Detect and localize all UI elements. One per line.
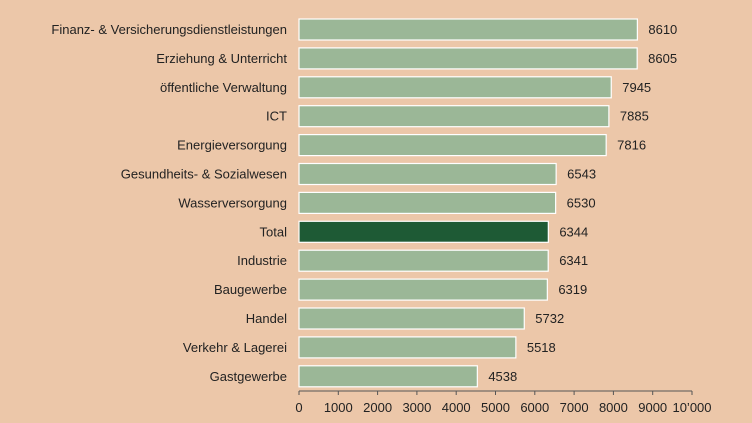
bar: [298, 18, 638, 41]
bar: [298, 336, 517, 359]
category-label: Wasserversorgung: [178, 195, 287, 210]
value-label: 7885: [620, 109, 649, 124]
x-tick-label: 9000: [638, 400, 667, 415]
value-label: 8605: [648, 51, 677, 66]
category-labels: Finanz- & Versicherungsdienstleistungen E…: [51, 22, 287, 384]
bar: [298, 162, 557, 186]
bar: [298, 47, 638, 70]
x-tick-label: 6000: [520, 400, 549, 415]
category-label: Total: [260, 224, 288, 239]
x-tick-label: 0: [295, 400, 302, 415]
value-labels: 8610 8605 7945 7885 7816 6543 6530 6344 6341 6319…: [488, 22, 677, 384]
value-label: 8610: [648, 22, 677, 37]
bar: [298, 365, 478, 388]
x-tick-label: 7000: [560, 400, 589, 415]
value-label: 5732: [535, 311, 564, 326]
category-label: Handel: [246, 311, 287, 326]
value-label: 6344: [559, 224, 588, 239]
category-label: Erziehung & Unterricht: [156, 51, 287, 66]
x-tick-label: 5000: [481, 400, 510, 415]
value-label: 5518: [527, 340, 556, 355]
x-tick-label: 8000: [599, 400, 628, 415]
bar: [298, 191, 557, 214]
value-label: 6319: [558, 282, 587, 297]
value-label: 6543: [567, 167, 596, 182]
category-label: Industrie: [237, 253, 287, 268]
value-label: 6530: [567, 195, 596, 210]
value-label: 7816: [617, 138, 646, 153]
category-label: Gastgewerbe: [210, 369, 287, 384]
category-label: Energieversorgung: [177, 138, 287, 153]
category-label: ICT: [266, 109, 287, 124]
bar: [298, 105, 610, 128]
x-axis-ticks: 0 1000 2000 3000 4000 5000 6000 7000 8000 9000 10’…: [295, 391, 712, 415]
category-label: öffentliche Verwaltung: [160, 80, 287, 95]
category-label: Baugewerbe: [214, 282, 287, 297]
category-label: Verkehr & Lagerei: [183, 340, 287, 355]
bars-group: [298, 18, 638, 388]
bar: [298, 134, 607, 157]
x-tick-label: 3000: [402, 400, 431, 415]
value-label: 6341: [559, 253, 588, 268]
category-label: Gesundheits- & Sozialwesen: [121, 167, 287, 182]
bar: [298, 278, 548, 301]
bar: [298, 220, 549, 243]
x-tick-label: 4000: [442, 400, 471, 415]
value-label: 7945: [622, 80, 651, 95]
bar: [298, 76, 612, 99]
bar: [298, 249, 549, 272]
category-label: Finanz- & Versicherungsdienstleistungen: [51, 22, 287, 37]
x-tick-label: 1000: [324, 400, 353, 415]
x-tick-label: 10’000: [672, 400, 711, 415]
bar: [298, 307, 525, 330]
x-tick-label: 2000: [363, 400, 392, 415]
value-label: 4538: [488, 369, 517, 384]
